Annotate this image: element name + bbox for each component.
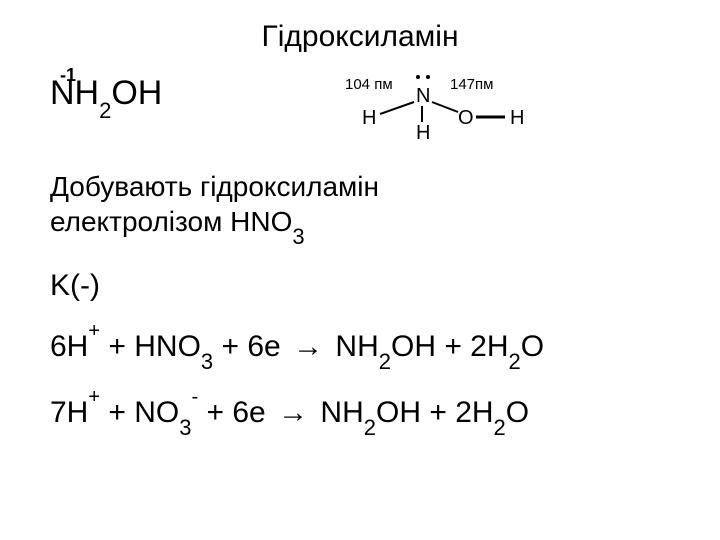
- bond-length-2: 147пм: [450, 76, 493, 93]
- eq-text: O: [506, 396, 529, 429]
- eq-supminus: -: [192, 386, 199, 408]
- equation-2: 7H+ + NO3- + 6e → NH2OH + 2H2O: [50, 394, 670, 435]
- eq-text: NH: [327, 330, 379, 363]
- eq-sub: 2: [379, 349, 391, 374]
- eq-text: + HNO: [100, 330, 201, 363]
- arrow-icon: →: [274, 396, 312, 430]
- eq-text: 6H: [50, 330, 88, 363]
- eq-text: OH + 2H: [391, 330, 509, 363]
- eq-text: OH + 2H: [376, 396, 494, 429]
- atom-h2: H: [416, 122, 430, 144]
- desc-line2a: електролізом HNO: [50, 206, 292, 237]
- atom-o: O: [458, 107, 474, 129]
- eq-text: + 6e: [198, 396, 274, 429]
- desc-sub: 3: [292, 224, 304, 249]
- eq-sup: +: [88, 386, 100, 408]
- eq-sub: 2: [364, 415, 376, 440]
- equation-1: 6H+ + HNO3 + 6e → NH2OH + 2H2O: [50, 328, 670, 369]
- formula-row: NH2OH N H H O H 104 пм 147п: [50, 64, 670, 154]
- desc-line1: Добувають гідроксиламін: [50, 171, 379, 202]
- eq-sub: 2: [494, 415, 506, 440]
- atom-n: N: [416, 85, 430, 107]
- formula-sub: 2: [99, 98, 111, 123]
- structure-diagram: N H H O H 104 пм 147пм: [310, 54, 560, 154]
- eq-text: NH: [312, 396, 364, 429]
- eq-sub: 2: [509, 349, 521, 374]
- eq-sup: +: [88, 320, 100, 342]
- bond-length-1: 104 пм: [345, 76, 393, 93]
- eq-text: 7H: [50, 396, 88, 429]
- cathode-label: K(-): [50, 269, 670, 303]
- arrow-icon: →: [289, 330, 327, 364]
- page-title: Гідроксиламін: [50, 20, 670, 54]
- main-formula: NH2OH: [50, 74, 162, 118]
- eq-text: O: [521, 330, 544, 363]
- formula-part: NH: [50, 74, 99, 112]
- eq-text: + 6e: [213, 330, 289, 363]
- eq-text: + NO: [100, 396, 179, 429]
- description: Добувають гідроксиламін електролізом HNO…: [50, 169, 670, 244]
- atom-h3: H: [510, 107, 524, 129]
- atom-h1: H: [362, 107, 376, 129]
- formula-part: OH: [111, 74, 162, 112]
- eq-sub: 3: [179, 415, 191, 440]
- eq-sub: 3: [201, 349, 213, 374]
